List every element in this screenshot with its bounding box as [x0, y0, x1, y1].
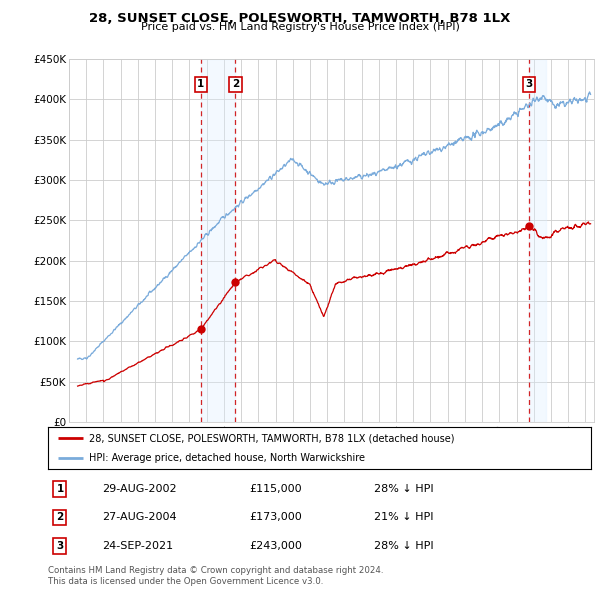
Text: £173,000: £173,000 — [249, 513, 302, 522]
Text: £115,000: £115,000 — [249, 484, 302, 494]
Text: £243,000: £243,000 — [249, 541, 302, 550]
Text: 29-AUG-2002: 29-AUG-2002 — [103, 484, 177, 494]
Text: 1: 1 — [197, 80, 205, 90]
Text: 1: 1 — [56, 484, 64, 494]
Bar — [529, 59, 547, 422]
Text: 24-SEP-2021: 24-SEP-2021 — [103, 541, 173, 550]
Text: 3: 3 — [526, 80, 533, 90]
Text: 28% ↓ HPI: 28% ↓ HPI — [374, 484, 433, 494]
Text: Price paid vs. HM Land Registry's House Price Index (HPI): Price paid vs. HM Land Registry's House … — [140, 22, 460, 32]
Text: 28, SUNSET CLOSE, POLESWORTH, TAMWORTH, B78 1LX: 28, SUNSET CLOSE, POLESWORTH, TAMWORTH, … — [89, 12, 511, 25]
Bar — [201, 59, 235, 422]
Text: 27-AUG-2004: 27-AUG-2004 — [103, 513, 177, 522]
Text: 28, SUNSET CLOSE, POLESWORTH, TAMWORTH, B78 1LX (detached house): 28, SUNSET CLOSE, POLESWORTH, TAMWORTH, … — [89, 433, 454, 443]
Text: HPI: Average price, detached house, North Warwickshire: HPI: Average price, detached house, Nort… — [89, 453, 365, 463]
Text: 2: 2 — [56, 513, 64, 522]
Text: 2: 2 — [232, 80, 239, 90]
Text: 3: 3 — [56, 541, 64, 550]
Text: 21% ↓ HPI: 21% ↓ HPI — [374, 513, 433, 522]
Text: Contains HM Land Registry data © Crown copyright and database right 2024.
This d: Contains HM Land Registry data © Crown c… — [48, 566, 383, 586]
Text: 28% ↓ HPI: 28% ↓ HPI — [374, 541, 433, 550]
